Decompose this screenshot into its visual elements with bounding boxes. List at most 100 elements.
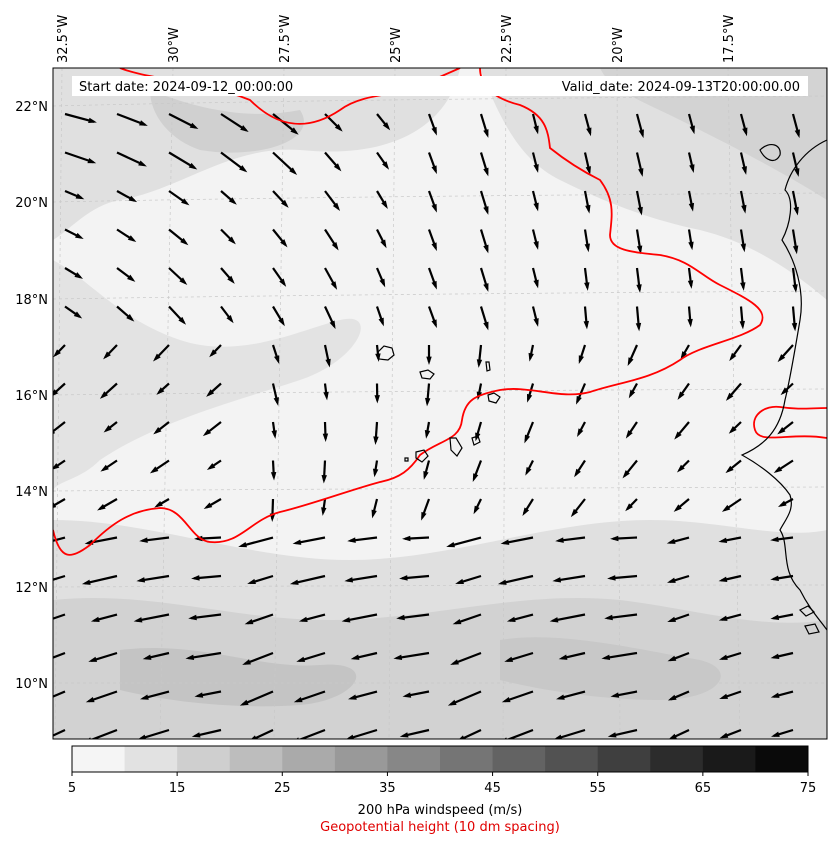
wind-arrow-icon <box>209 344 222 358</box>
lon-label: 32.5°W <box>56 15 71 63</box>
wind-arrows <box>53 112 800 739</box>
wind-arrow-icon <box>247 574 274 585</box>
wind-arrow-icon <box>459 729 482 739</box>
wind-arrow-icon <box>610 690 638 698</box>
wind-arrow-icon <box>116 228 137 243</box>
wind-arrow-icon <box>531 267 539 289</box>
wind-arrow-icon <box>296 651 326 662</box>
wind-arrow-icon <box>770 690 794 698</box>
lat-label: 20°N <box>15 196 48 211</box>
wind-arrow-icon <box>402 690 430 698</box>
wind-arrow-icon <box>133 613 170 623</box>
wind-arrow-icon <box>427 190 437 213</box>
wind-arrow-icon <box>140 690 170 700</box>
wind-arrow-icon <box>718 613 742 621</box>
wind-arrow-icon <box>450 651 482 665</box>
wind-arrow-icon <box>202 421 222 437</box>
wind-arrow-icon <box>531 152 539 173</box>
wind-arrow-icon <box>238 536 274 548</box>
wind-arrow-icon <box>53 421 66 434</box>
wind-arrow-icon <box>324 306 336 330</box>
wind-arrow-icon <box>139 536 170 543</box>
wind-arrow-icon <box>476 344 483 368</box>
wind-arrow-icon <box>53 613 66 620</box>
wind-arrow-icon <box>116 305 135 322</box>
wind-arrow-icon <box>116 267 136 282</box>
wind-arrow-icon <box>251 729 274 739</box>
wind-arrow-icon <box>673 498 690 512</box>
wind-arrow-icon <box>628 382 638 399</box>
wind-arrow-icon <box>220 228 236 245</box>
valid-date-label: Valid_date: 2024-09-13T20:00:00.00 <box>562 80 800 95</box>
wind-arrow-icon <box>570 498 586 518</box>
wind-arrow-icon <box>427 113 437 136</box>
lon-label: 22.5°W <box>500 15 515 63</box>
wind-arrow-icon <box>272 305 285 327</box>
wind-arrow-icon <box>531 190 539 212</box>
colorbar-swatch <box>72 746 126 772</box>
wind-arrow-icon <box>272 228 288 248</box>
contour-legend-label: Geopotential height (10 dm spacing) <box>320 820 560 835</box>
cape-verde-island <box>487 392 501 404</box>
wind-arrow-icon <box>376 113 391 131</box>
wind-arrow-icon <box>777 344 794 363</box>
cape-verde-island <box>485 361 491 372</box>
wind-arrow-icon <box>376 190 388 210</box>
wind-arrow-icon <box>375 306 384 327</box>
wind-arrow-icon <box>350 651 378 660</box>
wind-arrow-icon <box>667 613 690 623</box>
wind-arrow-icon <box>604 613 638 621</box>
latitude-labels: 22°N 20°N 18°N 16°N 14°N 12°N 10°N <box>15 100 48 692</box>
wind-arrow-icon <box>577 421 586 438</box>
wind-arrow-icon <box>149 459 170 474</box>
wind-arrow-icon <box>719 651 742 660</box>
colorbar-tick-label: 25 <box>274 781 291 796</box>
wind-arrow-icon <box>721 498 742 512</box>
wind-arrow-icon <box>504 651 534 662</box>
colorbar-swatch <box>387 746 441 772</box>
wind-arrow-icon <box>321 460 327 484</box>
wind-arrow-icon <box>138 728 170 739</box>
wind-arrow-icon <box>666 536 690 544</box>
cape-verde-island <box>449 437 463 457</box>
geopotential-contour-east <box>753 405 827 439</box>
colorbar-tick-label: 35 <box>379 781 396 796</box>
wind-arrow-icon <box>770 574 794 581</box>
colorbar-tick-label: 75 <box>800 781 817 796</box>
wind-arrow-icon <box>725 382 742 401</box>
wind-arrow-icon <box>53 651 66 659</box>
wind-arrow-icon <box>53 382 66 396</box>
wind-arrow-icon <box>479 306 489 331</box>
wind-arrow-icon <box>525 460 534 476</box>
wind-arrow-icon <box>583 190 591 214</box>
wind-arrow-icon <box>719 690 742 700</box>
wind-arrow-icon <box>375 267 386 288</box>
wind-arrow-icon <box>220 151 248 173</box>
wind-arrow-icon <box>81 574 118 585</box>
wind-arrow-icon <box>427 152 437 175</box>
wind-arrow-icon <box>729 344 742 362</box>
wind-arrow-icon <box>501 690 534 703</box>
wind-arrow-icon <box>791 190 799 216</box>
colorbar-tick-label: 65 <box>695 781 712 796</box>
wind-arrow-icon <box>64 151 97 164</box>
wind-arrow-icon <box>601 651 638 661</box>
wind-arrow-icon <box>583 113 592 137</box>
wind-arrow-icon <box>293 690 326 703</box>
wind-arrow-icon <box>522 498 534 516</box>
wind-arrow-icon <box>479 229 489 254</box>
wind-arrow-icon <box>791 113 800 139</box>
wind-arrow-icon <box>142 651 170 660</box>
lat-label: 14°N <box>15 485 48 500</box>
wind-arrow-icon <box>168 305 187 325</box>
wind-arrow-icon <box>687 229 694 251</box>
wind-arrow-icon <box>558 651 586 660</box>
wind-arrow-icon <box>446 536 482 548</box>
wind-arrow-icon <box>739 306 745 330</box>
wind-arrow-icon <box>324 190 341 211</box>
wind-arrow-icon <box>455 574 482 585</box>
wind-arrow-icon <box>531 229 539 250</box>
wind-arrow-icon <box>53 574 66 581</box>
wind-arrow-icon <box>371 498 379 519</box>
wind-arrow-icon <box>168 113 199 129</box>
